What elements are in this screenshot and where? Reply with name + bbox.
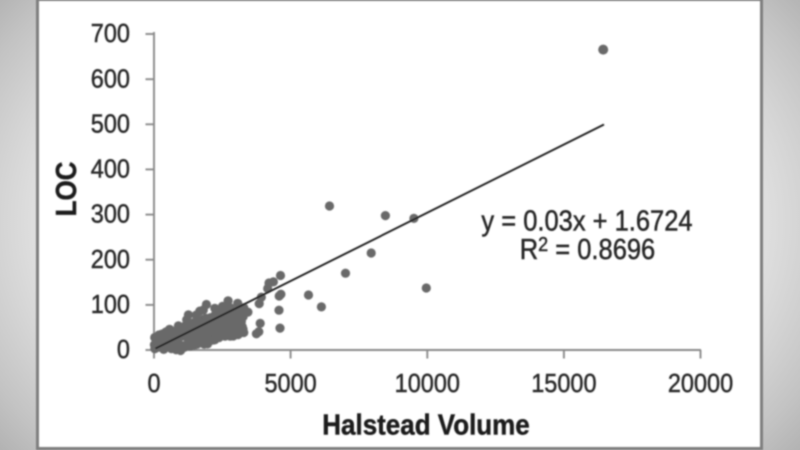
svg-text:5000: 5000: [264, 369, 316, 399]
svg-text:300: 300: [91, 199, 130, 229]
svg-text:400: 400: [91, 154, 130, 184]
svg-text:100: 100: [91, 290, 130, 320]
svg-text:LOC: LOC: [50, 162, 83, 217]
svg-text:20000: 20000: [668, 369, 733, 399]
svg-text:10000: 10000: [395, 369, 460, 399]
svg-text:600: 600: [91, 64, 130, 94]
svg-text:700: 700: [91, 19, 130, 49]
svg-text:R2 = 0.8696: R2 = 0.8696: [520, 233, 655, 266]
svg-text:15000: 15000: [531, 369, 596, 399]
svg-text:y = 0.03x + 1.6724: y = 0.03x + 1.6724: [481, 204, 692, 237]
svg-text:Halstead Volume: Halstead Volume: [322, 408, 530, 441]
svg-text:200: 200: [91, 245, 130, 275]
svg-text:0: 0: [147, 369, 160, 399]
svg-text:0: 0: [117, 335, 130, 365]
svg-text:500: 500: [91, 109, 130, 139]
